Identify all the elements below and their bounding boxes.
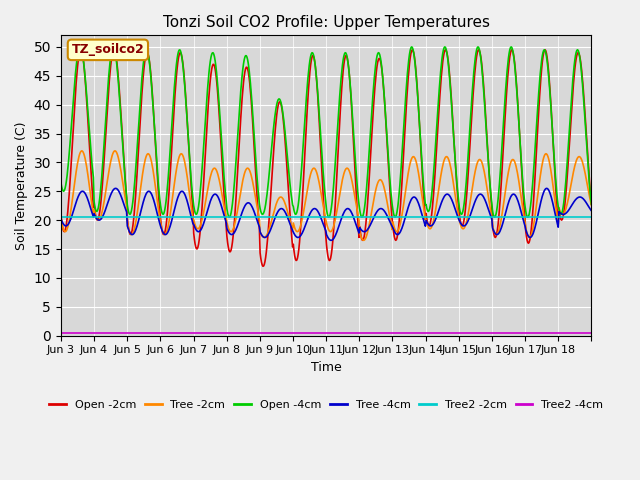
Open -4cm	[263, 192, 271, 197]
Tree -4cm	[57, 216, 65, 222]
Tree2 -2cm	[57, 215, 65, 220]
Tree2 -4cm	[263, 330, 271, 336]
Tree -2cm	[57, 216, 65, 222]
Open -4cm	[588, 201, 595, 207]
Tree -4cm	[264, 232, 271, 238]
Tree2 -4cm	[243, 330, 251, 336]
Tree -2cm	[264, 230, 271, 236]
Tree -2cm	[382, 193, 390, 199]
Tree -4cm	[244, 200, 252, 206]
Tree -2cm	[111, 148, 118, 154]
Title: Tonzi Soil CO2 Profile: Upper Temperatures: Tonzi Soil CO2 Profile: Upper Temperatur…	[163, 15, 490, 30]
Tree -2cm	[244, 165, 252, 171]
Text: TZ_soilco2: TZ_soilco2	[72, 43, 144, 56]
Tree -4cm	[382, 211, 390, 216]
Open -2cm	[243, 64, 251, 70]
Open -4cm	[508, 44, 515, 50]
Tree -2cm	[218, 188, 225, 194]
Open -2cm	[475, 47, 483, 53]
X-axis label: Time: Time	[311, 361, 342, 374]
Tree2 -4cm	[410, 330, 418, 336]
Tree2 -2cm	[217, 215, 225, 220]
Open -4cm	[217, 125, 225, 131]
Tree -4cm	[412, 195, 420, 201]
Open -4cm	[381, 98, 388, 104]
Open -2cm	[57, 211, 65, 217]
Line: Open -4cm: Open -4cm	[61, 47, 591, 217]
Tree2 -2cm	[119, 215, 127, 220]
Tree -2cm	[360, 238, 368, 243]
Legend: Open -2cm, Tree -2cm, Open -4cm, Tree -4cm, Tree2 -2cm, Tree2 -4cm: Open -2cm, Tree -2cm, Open -4cm, Tree -4…	[45, 395, 608, 414]
Tree2 -4cm	[381, 330, 388, 336]
Open -4cm	[243, 54, 251, 60]
Tree2 -2cm	[588, 215, 595, 220]
Open -2cm	[381, 109, 389, 115]
Line: Tree -2cm: Tree -2cm	[61, 151, 591, 240]
Tree -2cm	[120, 187, 128, 192]
Line: Tree -4cm: Tree -4cm	[61, 188, 591, 240]
Tree -4cm	[112, 185, 120, 191]
Open -4cm	[491, 215, 499, 220]
Open -2cm	[259, 264, 267, 269]
Tree2 -2cm	[381, 215, 388, 220]
Tree2 -4cm	[217, 330, 225, 336]
Tree -4cm	[120, 201, 128, 207]
Tree2 -2cm	[410, 215, 418, 220]
Tree2 -4cm	[588, 330, 595, 336]
Open -2cm	[119, 147, 127, 153]
Open -4cm	[119, 150, 127, 156]
Tree -2cm	[588, 203, 595, 208]
Tree -4cm	[588, 208, 595, 214]
Tree2 -4cm	[57, 330, 65, 336]
Open -2cm	[217, 136, 225, 142]
Open -4cm	[410, 54, 418, 60]
Y-axis label: Soil Temperature (C): Soil Temperature (C)	[15, 121, 28, 250]
Open -2cm	[588, 201, 595, 207]
Tree2 -2cm	[243, 215, 251, 220]
Tree2 -4cm	[119, 330, 127, 336]
Open -2cm	[264, 235, 271, 240]
Tree -2cm	[412, 157, 420, 163]
Tree2 -2cm	[263, 215, 271, 220]
Open -2cm	[411, 59, 419, 65]
Tree -4cm	[218, 203, 225, 209]
Line: Open -2cm: Open -2cm	[61, 50, 591, 266]
Open -4cm	[57, 180, 65, 185]
Tree -4cm	[328, 238, 335, 243]
